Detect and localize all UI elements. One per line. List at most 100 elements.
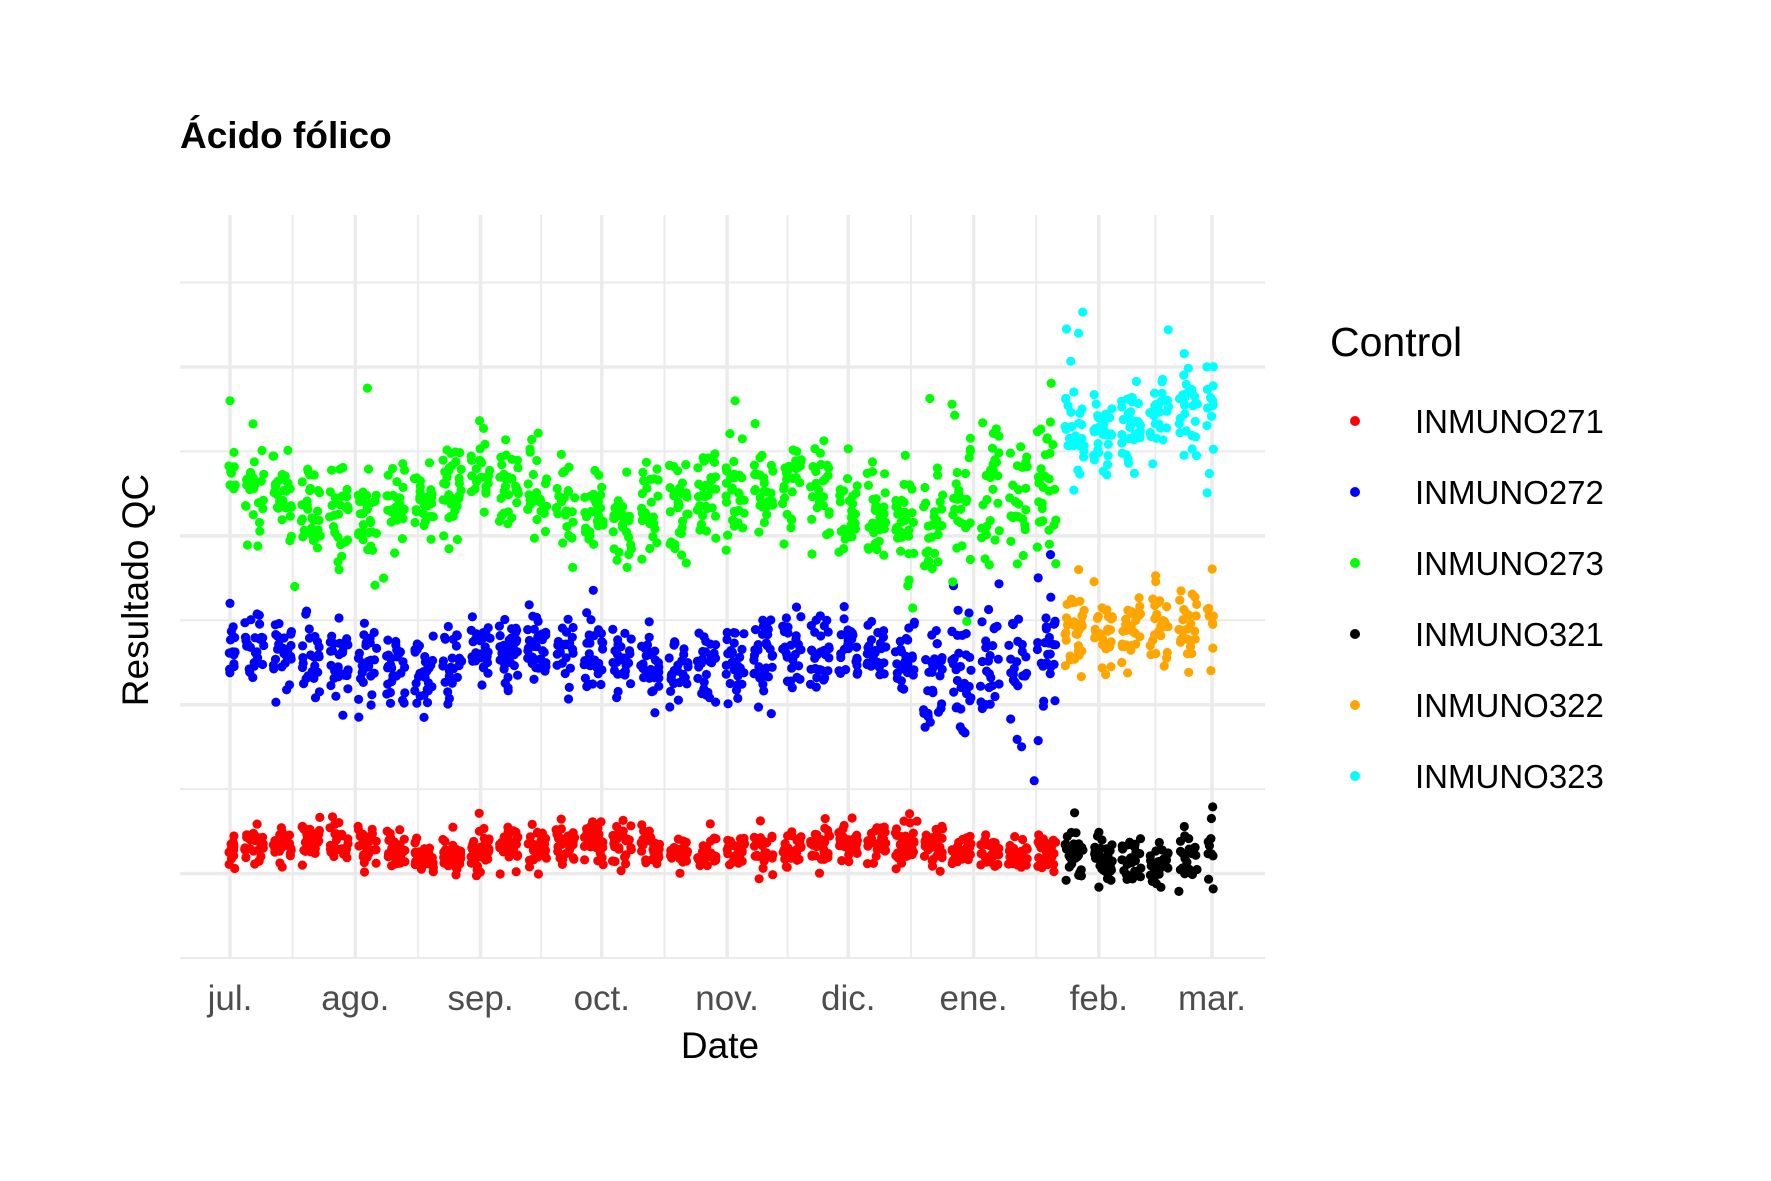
- point-inmuno323: [1093, 439, 1103, 449]
- point-inmuno271: [852, 830, 862, 840]
- point-inmuno321: [1106, 875, 1116, 885]
- point-inmuno322: [1187, 648, 1197, 659]
- point-inmuno323: [1154, 419, 1164, 429]
- point-inmuno272: [427, 682, 437, 692]
- point-inmuno321: [1106, 865, 1116, 875]
- point-inmuno323: [1133, 417, 1143, 427]
- point-inmuno273: [920, 482, 930, 493]
- point-inmuno323: [1127, 393, 1137, 403]
- point-inmuno272: [960, 728, 970, 738]
- point-inmuno271: [305, 827, 315, 838]
- point-inmuno273: [991, 457, 1002, 467]
- point-inmuno272: [596, 628, 607, 639]
- x-axis-title: Date: [681, 1025, 759, 1066]
- point-inmuno272: [848, 630, 858, 640]
- point-inmuno272: [259, 640, 269, 651]
- point-inmuno273: [365, 517, 376, 528]
- point-inmuno322: [1159, 661, 1169, 671]
- point-inmuno272: [398, 695, 408, 705]
- point-inmuno272: [823, 627, 833, 637]
- point-inmuno271: [935, 866, 945, 876]
- point-inmuno273: [677, 550, 687, 560]
- point-inmuno271: [448, 822, 458, 832]
- point-inmuno271: [652, 848, 662, 858]
- point-inmuno323: [1106, 429, 1116, 439]
- point-inmuno271: [871, 851, 881, 861]
- point-inmuno273: [978, 418, 988, 428]
- point-inmuno273: [1020, 520, 1030, 530]
- point-inmuno322: [1117, 657, 1127, 668]
- point-inmuno273: [822, 460, 832, 470]
- point-inmuno272: [791, 631, 801, 641]
- point-inmuno273: [696, 519, 707, 530]
- y-axis-title: Resultado QC: [115, 474, 156, 706]
- point-inmuno271: [626, 821, 636, 831]
- point-inmuno273: [779, 481, 789, 491]
- point-inmuno272: [568, 648, 578, 658]
- point-inmuno273: [1032, 542, 1042, 552]
- point-inmuno272: [1045, 649, 1055, 659]
- point-inmuno273: [297, 514, 307, 524]
- point-inmuno272: [230, 632, 240, 643]
- point-inmuno272: [616, 642, 626, 652]
- point-inmuno273: [987, 443, 998, 453]
- point-inmuno273: [759, 517, 770, 528]
- point-inmuno271: [541, 853, 552, 863]
- point-inmuno271: [366, 831, 376, 841]
- point-inmuno272: [965, 652, 975, 663]
- point-inmuno273: [415, 481, 425, 491]
- point-inmuno271: [314, 825, 324, 836]
- point-inmuno272: [302, 606, 312, 616]
- point-inmuno271: [820, 837, 830, 847]
- point-inmuno272: [284, 680, 295, 690]
- point-inmuno273: [767, 496, 777, 506]
- point-inmuno272: [931, 626, 941, 636]
- point-inmuno321: [1163, 863, 1173, 873]
- point-inmuno272: [387, 663, 397, 673]
- point-inmuno271: [680, 852, 690, 862]
- legend-key-inmuno273: [1350, 558, 1360, 568]
- point-inmuno273: [879, 524, 890, 534]
- point-inmuno272: [451, 641, 461, 651]
- point-inmuno273: [990, 535, 1000, 545]
- point-inmuno273: [358, 535, 368, 545]
- point-inmuno272: [568, 622, 578, 633]
- point-inmuno272: [337, 648, 348, 658]
- point-inmuno273: [1042, 433, 1052, 443]
- point-inmuno271: [908, 847, 919, 857]
- point-inmuno272: [964, 681, 974, 692]
- point-inmuno273: [927, 564, 937, 574]
- x-tick-label: sep.: [447, 979, 513, 1018]
- point-inmuno322: [1098, 634, 1108, 644]
- point-inmuno272: [711, 640, 721, 650]
- point-inmuno323: [1148, 459, 1158, 469]
- point-inmuno272: [988, 641, 998, 651]
- point-inmuno273: [985, 516, 995, 526]
- point-inmuno273: [290, 581, 300, 592]
- point-inmuno273: [709, 457, 720, 467]
- point-inmuno273: [710, 472, 721, 482]
- point-inmuno273: [327, 500, 337, 510]
- point-inmuno321: [1206, 849, 1216, 859]
- point-inmuno271: [754, 874, 764, 884]
- point-inmuno272: [271, 697, 281, 707]
- point-inmuno272: [286, 627, 296, 637]
- point-inmuno272: [729, 628, 739, 638]
- point-inmuno272: [426, 660, 436, 670]
- point-inmuno271: [456, 846, 466, 856]
- point-inmuno271: [963, 855, 973, 865]
- point-inmuno323: [1074, 328, 1084, 338]
- point-inmuno273: [371, 490, 381, 500]
- point-inmuno272: [512, 635, 522, 645]
- point-inmuno273: [283, 445, 293, 455]
- point-inmuno271: [837, 856, 847, 866]
- point-inmuno273: [1037, 516, 1047, 526]
- point-inmuno273: [768, 466, 778, 476]
- point-inmuno272: [952, 675, 963, 686]
- point-inmuno272: [956, 704, 966, 714]
- point-inmuno272: [787, 683, 797, 693]
- point-inmuno272: [985, 699, 995, 709]
- point-inmuno271: [616, 866, 626, 876]
- point-inmuno273: [961, 494, 972, 504]
- point-inmuno273: [1012, 559, 1023, 569]
